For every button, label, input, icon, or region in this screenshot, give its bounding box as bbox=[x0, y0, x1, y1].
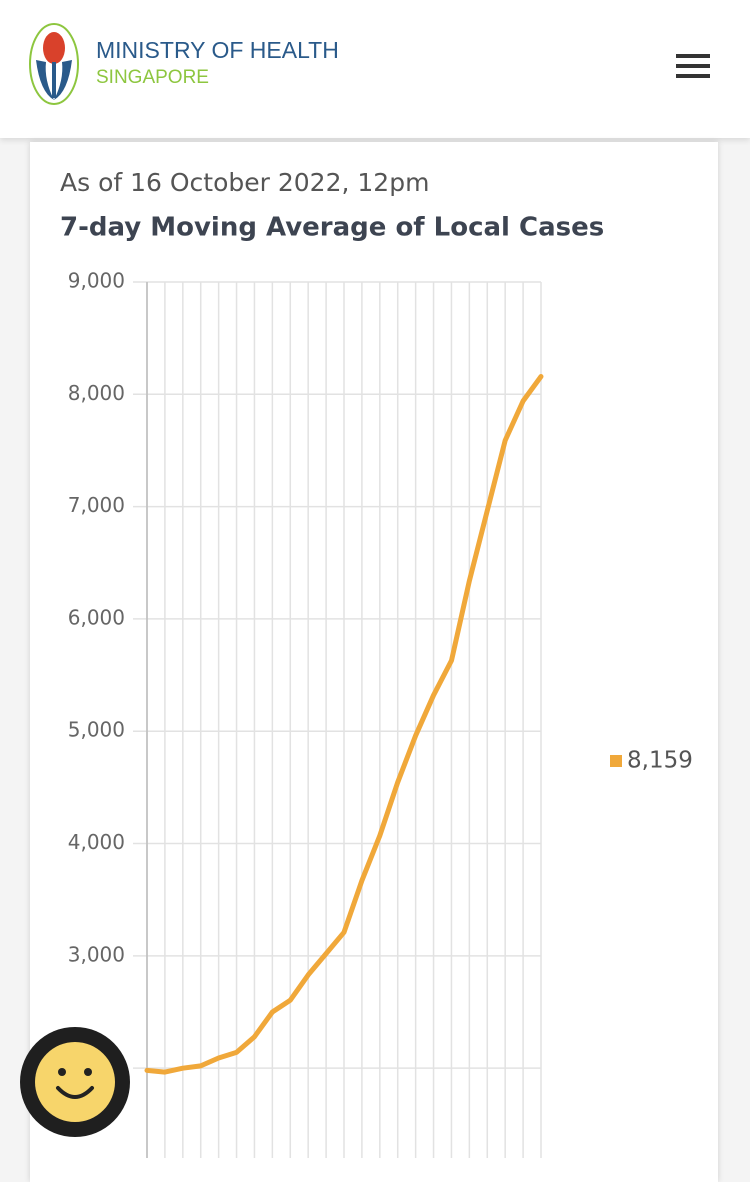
chart-title: 7-day Moving Average of Local Cases bbox=[60, 213, 604, 243]
menu-bar bbox=[676, 74, 710, 78]
logo-stem bbox=[52, 62, 56, 98]
logo-leaves bbox=[36, 60, 72, 100]
smiley-face bbox=[35, 1042, 115, 1122]
menu-bar bbox=[676, 54, 710, 58]
org-name: MINISTRY OF HEALTH bbox=[96, 37, 339, 63]
logo[interactable]: MINISTRY OF HEALTH SINGAPORE bbox=[29, 23, 339, 105]
y-tick-label: 9,000 bbox=[68, 269, 125, 293]
header-graphics: MINISTRY OF HEALTH SINGAPORE bbox=[29, 23, 710, 105]
y-tick-label: 6,000 bbox=[68, 605, 125, 629]
org-country: SINGAPORE bbox=[96, 67, 209, 88]
menu-bar bbox=[676, 64, 710, 68]
header: MINISTRY OF HEALTH SINGAPORE bbox=[0, 0, 750, 138]
chart-subtitle: As of 16 October 2022, 12pm bbox=[60, 168, 429, 197]
y-tick-label: 8,000 bbox=[68, 381, 125, 405]
smiley-mouth bbox=[56, 1086, 94, 1099]
data-line bbox=[144, 374, 544, 1075]
feedback-button[interactable] bbox=[20, 1027, 130, 1137]
smiley-eye bbox=[84, 1068, 92, 1076]
legend-label: 8,159 bbox=[627, 748, 693, 774]
legend-swatch bbox=[610, 755, 622, 767]
smiley-eye bbox=[58, 1068, 66, 1076]
logo-bud bbox=[43, 32, 65, 64]
chart-card bbox=[30, 142, 718, 1182]
y-tick-label: 7,000 bbox=[68, 493, 125, 517]
y-tick-label: 4,000 bbox=[68, 830, 125, 854]
y-tick-label: 3,000 bbox=[68, 942, 125, 966]
y-tick-label: 5,000 bbox=[68, 718, 125, 742]
menu-button[interactable] bbox=[676, 54, 710, 78]
